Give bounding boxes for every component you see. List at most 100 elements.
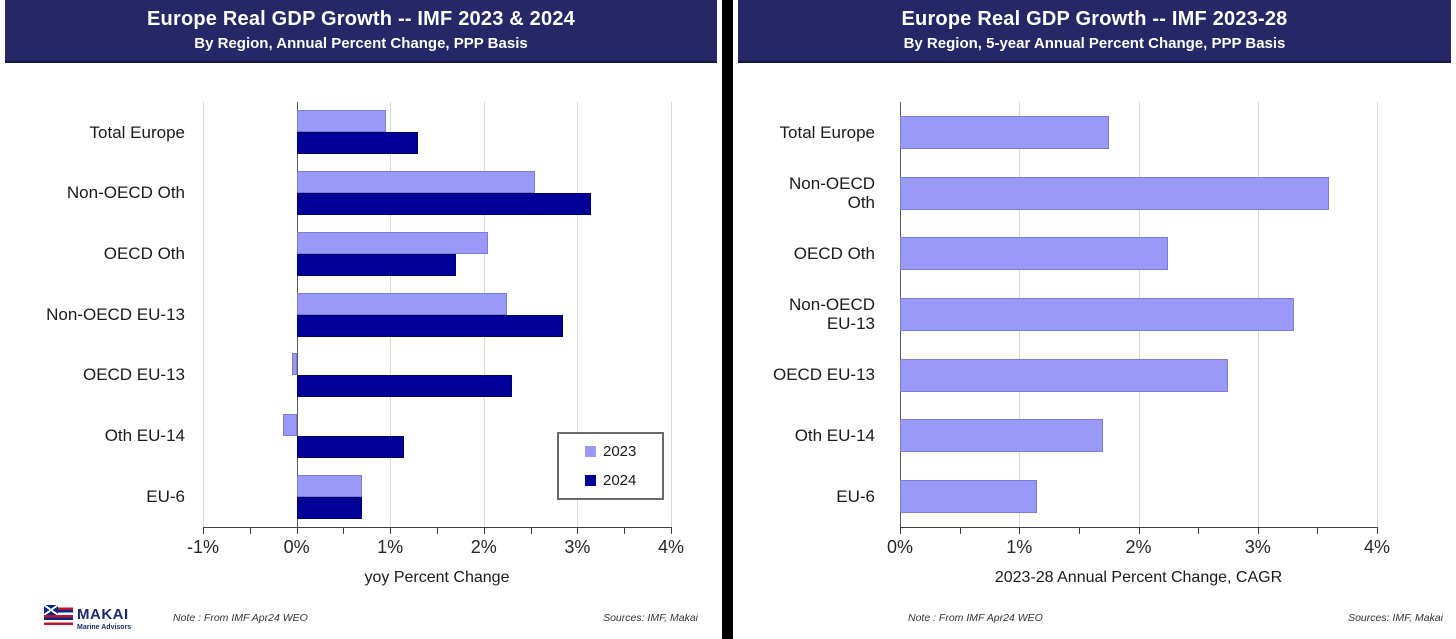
chart-right: Total Europe Non-OECD Oth OECD Oth Non-OECD… bbox=[733, 63, 1456, 639]
panel-divider bbox=[722, 0, 733, 639]
bar-2023-Non-OECD EU-13 bbox=[296, 292, 508, 315]
legend-swatch-2023 bbox=[585, 446, 596, 457]
axis-tick-label: 1% bbox=[377, 537, 404, 557]
union-jack-canton-icon bbox=[44, 605, 58, 615]
axis-tick bbox=[483, 527, 485, 534]
chart-header-right: Europe Real GDP Growth -- IMF 2023-28 By… bbox=[738, 0, 1451, 63]
axis-tick bbox=[671, 527, 672, 534]
axis-tick bbox=[577, 527, 579, 534]
chart-header-left: Europe Real GDP Growth -- IMF 2023 & 202… bbox=[5, 0, 717, 63]
panel-right: Europe Real GDP Growth -- IMF 2023-28 By… bbox=[733, 0, 1456, 639]
axis-tick bbox=[249, 527, 251, 534]
gridline bbox=[577, 102, 579, 527]
chart-subtitle-left: By Region, Annual Percent Change, PPP Ba… bbox=[194, 35, 528, 52]
bar-2024-OECD Oth bbox=[296, 253, 456, 276]
axis-tick bbox=[390, 527, 392, 534]
category-label: OECD EU-13 bbox=[82, 365, 185, 385]
axis-tick bbox=[437, 527, 438, 534]
logo-name: MAKAI bbox=[77, 606, 129, 623]
panel-left: Europe Real GDP Growth -- IMF 2023 & 202… bbox=[0, 0, 722, 639]
legend-item-2024: 2024 bbox=[585, 472, 662, 489]
bar-2023-EU-6 bbox=[296, 474, 363, 497]
gridline bbox=[1377, 102, 1378, 527]
axis-tick-label: 3% bbox=[1244, 537, 1271, 557]
footnote-right: Note : From IMF Apr24 WEO bbox=[908, 612, 1043, 624]
axis-tick bbox=[1257, 527, 1259, 534]
axis-tick bbox=[1138, 527, 1140, 534]
makai-logo: MAKAI Marine Advisors bbox=[44, 605, 131, 631]
axis-tick-label: 3% bbox=[564, 537, 591, 557]
footnote-left: Note : From IMF Apr24 WEO bbox=[173, 612, 308, 624]
axis-tick-label: 4% bbox=[1363, 537, 1390, 557]
bar-2023-28-Non-OECD EU-13 bbox=[900, 298, 1294, 331]
category-label: Oth EU-14 bbox=[794, 426, 875, 446]
axis-tick-label: 0% bbox=[886, 537, 913, 557]
chart-left: Total Europe Non-OECD Oth OECD Oth Non-OECD… bbox=[0, 63, 722, 639]
bar-2024-Oth EU-14 bbox=[296, 435, 405, 458]
axis-tick-label: -1% bbox=[186, 537, 219, 557]
category-label: Oth EU-14 bbox=[104, 426, 185, 446]
bar-2024-OECD EU-13 bbox=[296, 375, 512, 398]
bar-2023-28-Total Europe bbox=[900, 115, 1109, 149]
x-axis-title: yoy Percent Change bbox=[364, 569, 510, 586]
hawaii-flag-icon bbox=[44, 605, 73, 625]
gridline bbox=[671, 102, 672, 527]
category-label: OECD Oth bbox=[103, 244, 185, 263]
axis-tick-label: 2% bbox=[1125, 537, 1152, 557]
axis-tick bbox=[900, 527, 901, 534]
legend-swatch-2024 bbox=[585, 475, 596, 486]
bar-2023-Oth EU-14 bbox=[282, 413, 297, 436]
category-label: OECD EU-13 bbox=[772, 365, 875, 385]
category-label: Non-OECD EU-13 bbox=[46, 304, 185, 324]
logo-tagline: Marine Advisors bbox=[77, 624, 132, 631]
legend: 2023 2024 bbox=[557, 432, 664, 500]
axis-tick-label: 4% bbox=[657, 537, 684, 557]
category-label: Non-OECD EU-13 bbox=[789, 294, 875, 334]
chart-title-right: Europe Real GDP Growth -- IMF 2023-28 bbox=[901, 8, 1288, 30]
bar-2024-EU-6 bbox=[296, 496, 363, 519]
bar-2023-28-OECD Oth bbox=[900, 237, 1169, 271]
bar-2023-OECD EU-13 bbox=[291, 353, 297, 376]
axis-tick-label: 1% bbox=[1006, 537, 1033, 557]
axis-tick bbox=[1317, 527, 1319, 534]
bar-2024-Non-OECD Oth bbox=[296, 193, 592, 216]
bar-2023-Total Europe bbox=[296, 110, 386, 133]
category-label: Non-OECD Oth bbox=[66, 183, 185, 203]
bar-2023-28-Oth EU-14 bbox=[900, 419, 1103, 453]
axis-tick bbox=[203, 527, 204, 534]
gridline bbox=[203, 102, 204, 527]
category-label: Total Europe bbox=[89, 122, 185, 142]
bar-2023-28-Non-OECD Oth bbox=[900, 176, 1330, 210]
x-axis-title: 2023-28 Annual Percent Change, CAGR bbox=[994, 569, 1283, 586]
axis-tick-label: 2% bbox=[470, 537, 497, 557]
axis-tick bbox=[296, 527, 298, 534]
logo-text: MAKAI Marine Advisors bbox=[77, 605, 131, 631]
axis-tick bbox=[343, 527, 345, 534]
legend-label-2024: 2024 bbox=[603, 472, 637, 489]
legend-label-2023: 2023 bbox=[603, 443, 637, 460]
chart-title-left: Europe Real GDP Growth -- IMF 2023 & 202… bbox=[147, 8, 575, 30]
category-label: EU-6 bbox=[146, 486, 185, 506]
axis-tick bbox=[1019, 527, 1021, 534]
sources-right: Sources: IMF, Makai bbox=[1348, 612, 1443, 624]
chart-subtitle-right: By Region, 5-year Annual Percent Change,… bbox=[903, 35, 1286, 52]
bar-2024-Non-OECD EU-13 bbox=[296, 314, 564, 337]
axis-tick-label: 0% bbox=[283, 537, 310, 557]
axis-tick bbox=[1198, 527, 1200, 534]
category-label: OECD Oth bbox=[793, 244, 875, 263]
sources-left: Sources: IMF, Makai bbox=[603, 612, 698, 624]
axis-tick bbox=[530, 527, 532, 534]
category-label: EU-6 bbox=[836, 486, 875, 506]
bar-2023-OECD Oth bbox=[296, 231, 489, 254]
legend-item-2023: 2023 bbox=[585, 443, 662, 460]
bar-2023-28-OECD EU-13 bbox=[900, 358, 1228, 392]
category-label: Non-OECD Oth bbox=[789, 173, 875, 213]
axis-tick bbox=[959, 527, 961, 534]
axis-tick bbox=[1377, 527, 1378, 534]
bar-2024-Total Europe bbox=[296, 132, 419, 155]
bar-2023-Non-OECD Oth bbox=[296, 171, 536, 194]
category-label: Total Europe bbox=[779, 122, 875, 142]
axis-tick bbox=[1078, 527, 1080, 534]
bar-2023-28-EU-6 bbox=[900, 480, 1038, 514]
